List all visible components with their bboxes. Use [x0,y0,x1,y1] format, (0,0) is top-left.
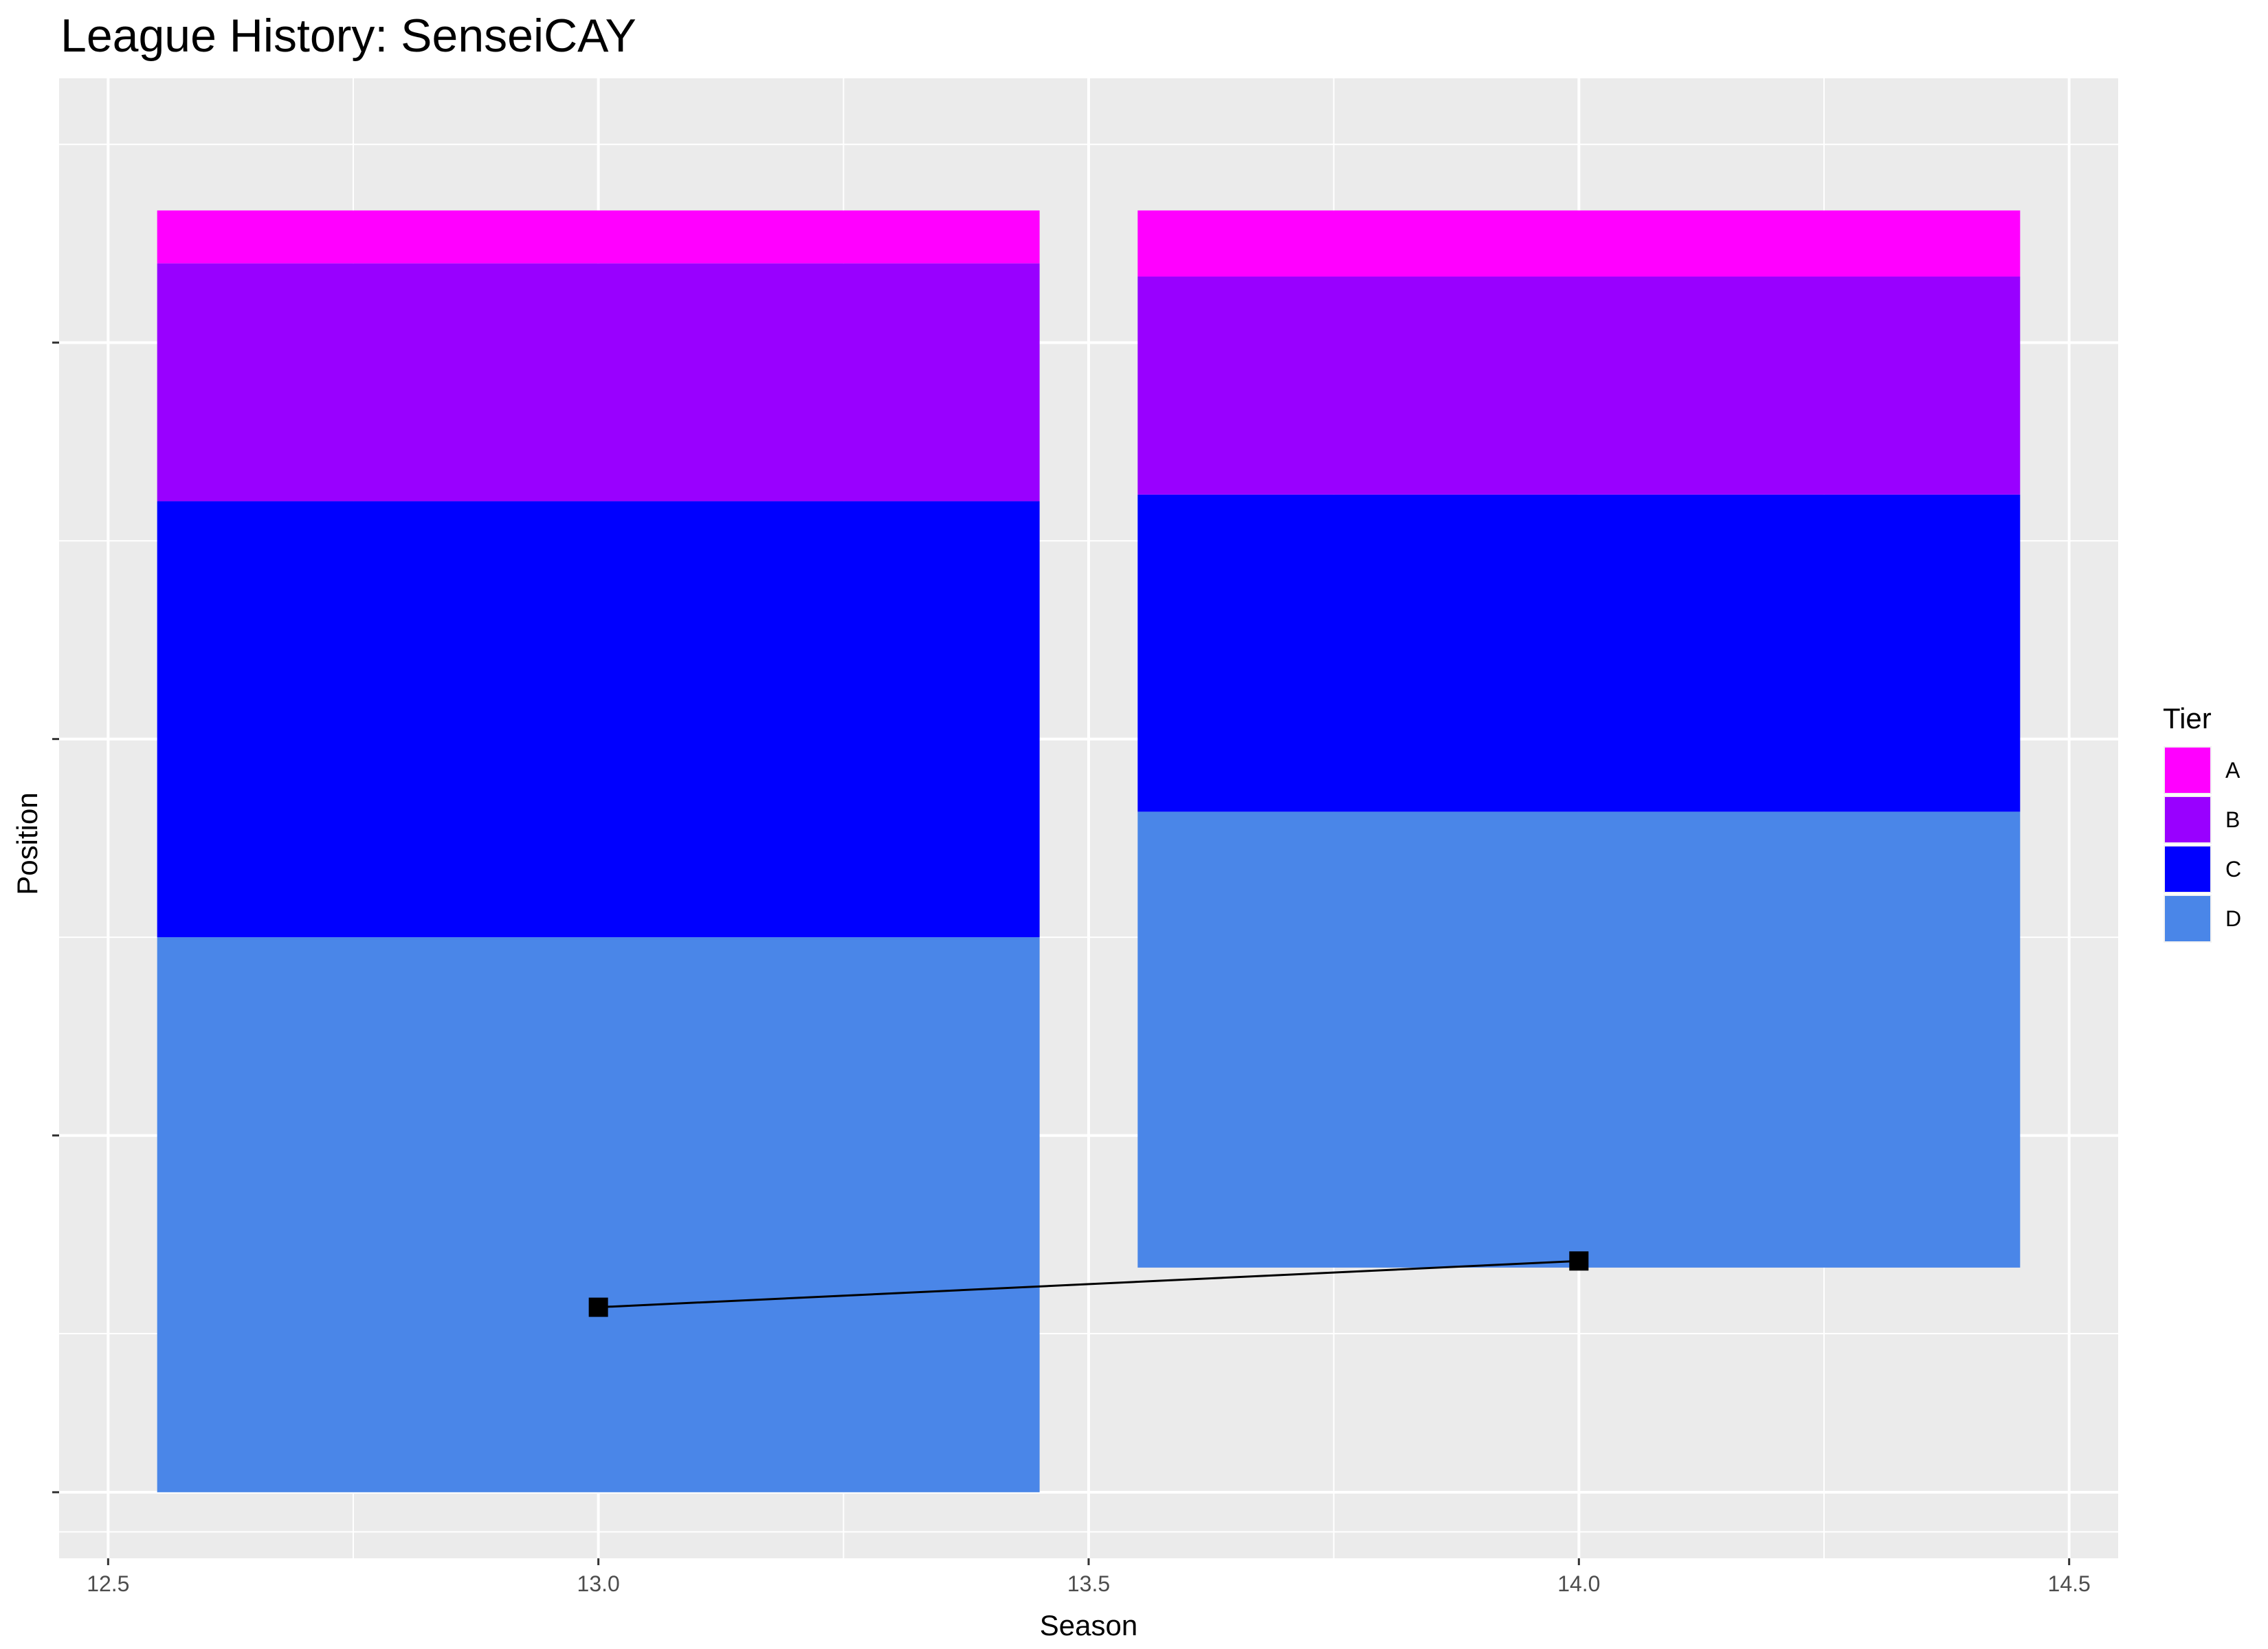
y-axis-ticks [52,341,59,1494]
position-marker-season-13 [588,1297,608,1317]
x-tick-label: 12.5 [87,1571,129,1596]
position-line-series [588,1251,1589,1317]
x-tick-label: 13.0 [577,1571,620,1596]
legend-label-b: B [2225,807,2240,832]
bar-segment-season-13-tier-a [157,210,1040,264]
legend-swatch-a [2165,748,2210,793]
x-tick-label: 14.5 [2048,1571,2091,1596]
bar-segment-season-14-tier-c [1137,494,2021,812]
y-axis-title: Position [11,792,43,895]
legend-label-d: D [2225,906,2241,931]
legend-label-a: A [2225,758,2241,783]
legend-title: Tier [2163,702,2212,734]
position-line [598,1259,1579,1309]
x-tick-label: 13.5 [1067,1571,1110,1596]
bar-segment-season-13-tier-d [157,937,1040,1492]
legend-swatch-d [2165,896,2210,941]
bar-segment-season-14-tier-a [1137,210,2021,277]
x-tick-label: 14.0 [1557,1571,1600,1596]
stacked-bars [157,210,2021,1492]
chart-title: League History: SenseiCAY [60,10,636,62]
x-axis-ticks: 12.5 13.0 13.5 14.0 14.5 [87,1558,2091,1596]
x-axis-title: Season [1040,1609,1137,1641]
bar-segment-season-14-tier-d [1137,811,2021,1268]
legend-label-c: C [2225,857,2241,882]
bar-segment-season-14-tier-b [1137,276,2021,495]
bar-segment-season-13-tier-b [157,263,1040,502]
legend-swatch-c [2165,846,2210,892]
bar-segment-season-13-tier-c [157,501,1040,938]
position-marker-season-14 [1569,1251,1589,1271]
legend-swatch-b [2165,797,2210,842]
